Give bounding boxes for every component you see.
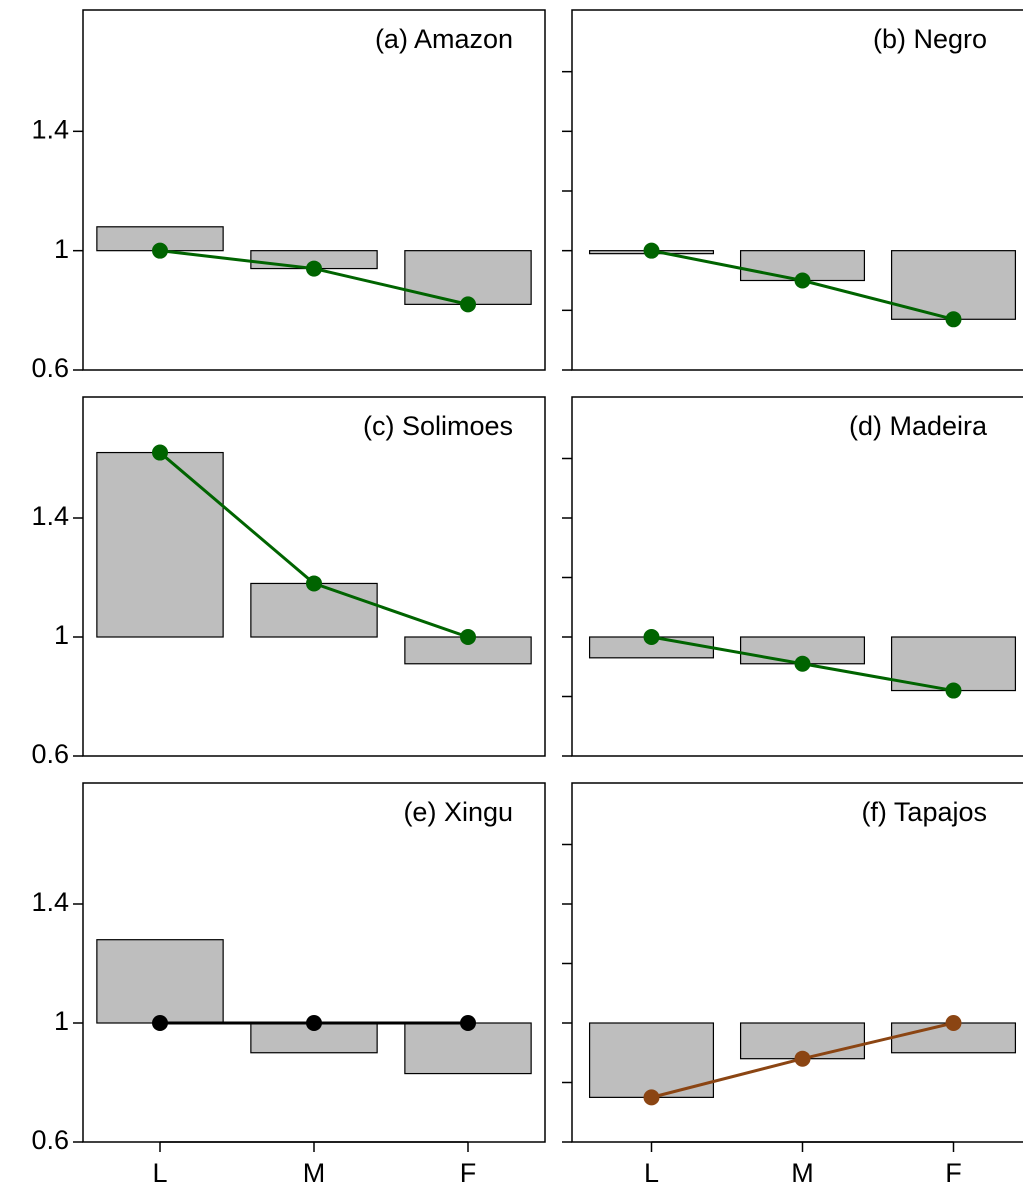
panel-title: (f) Tapajos	[861, 797, 987, 827]
point	[794, 655, 811, 672]
point	[794, 1050, 811, 1067]
point	[152, 444, 168, 461]
point	[945, 682, 962, 699]
x-tick-label: M	[303, 1158, 326, 1188]
panel-title: (c) Solimoes	[363, 411, 513, 441]
point	[306, 575, 322, 592]
bar	[404, 1022, 532, 1075]
panel-title: (d) Madeira	[849, 411, 988, 441]
x-tick-label: F	[945, 1158, 962, 1188]
plot-frame	[571, 9, 1023, 371]
bar	[404, 250, 532, 305]
bar	[890, 636, 1017, 692]
plot-frame	[82, 396, 546, 757]
x-tick-label: M	[791, 1158, 814, 1188]
x-tick-label: L	[644, 1158, 659, 1188]
point	[152, 242, 168, 259]
plot-frame	[82, 9, 546, 371]
plot-frame	[571, 396, 1023, 757]
y-tick-label: 0.6	[31, 739, 69, 769]
y-tick-label: 0.6	[31, 1125, 69, 1155]
point	[945, 1015, 962, 1031]
point	[460, 1015, 476, 1031]
panel-title: (e) Xingu	[403, 797, 513, 827]
bar	[96, 451, 224, 638]
point	[306, 1015, 322, 1031]
x-tick-label: L	[152, 1158, 167, 1188]
bar	[739, 636, 866, 665]
point	[306, 260, 322, 277]
point	[152, 1015, 168, 1031]
y-tick-label: 1.4	[31, 114, 69, 144]
point	[643, 242, 660, 259]
y-tick-label: 1	[54, 1006, 69, 1036]
bar	[588, 1022, 715, 1098]
bar	[96, 939, 224, 1024]
point	[460, 296, 476, 313]
bar	[250, 582, 378, 638]
y-tick-label: 1	[54, 620, 69, 650]
panel-title: (a) Amazon	[375, 24, 513, 54]
point	[945, 311, 962, 328]
y-tick-label: 0.6	[31, 353, 69, 383]
point	[643, 629, 660, 645]
y-tick-label: 1.4	[31, 501, 69, 531]
panel-title: (b) Negro	[873, 24, 987, 54]
x-tick-label: F	[460, 1158, 477, 1188]
y-tick-label: 1	[54, 234, 69, 264]
y-tick-label: 1.4	[31, 887, 69, 917]
point	[460, 629, 476, 645]
point	[643, 1089, 660, 1106]
point	[794, 272, 811, 289]
